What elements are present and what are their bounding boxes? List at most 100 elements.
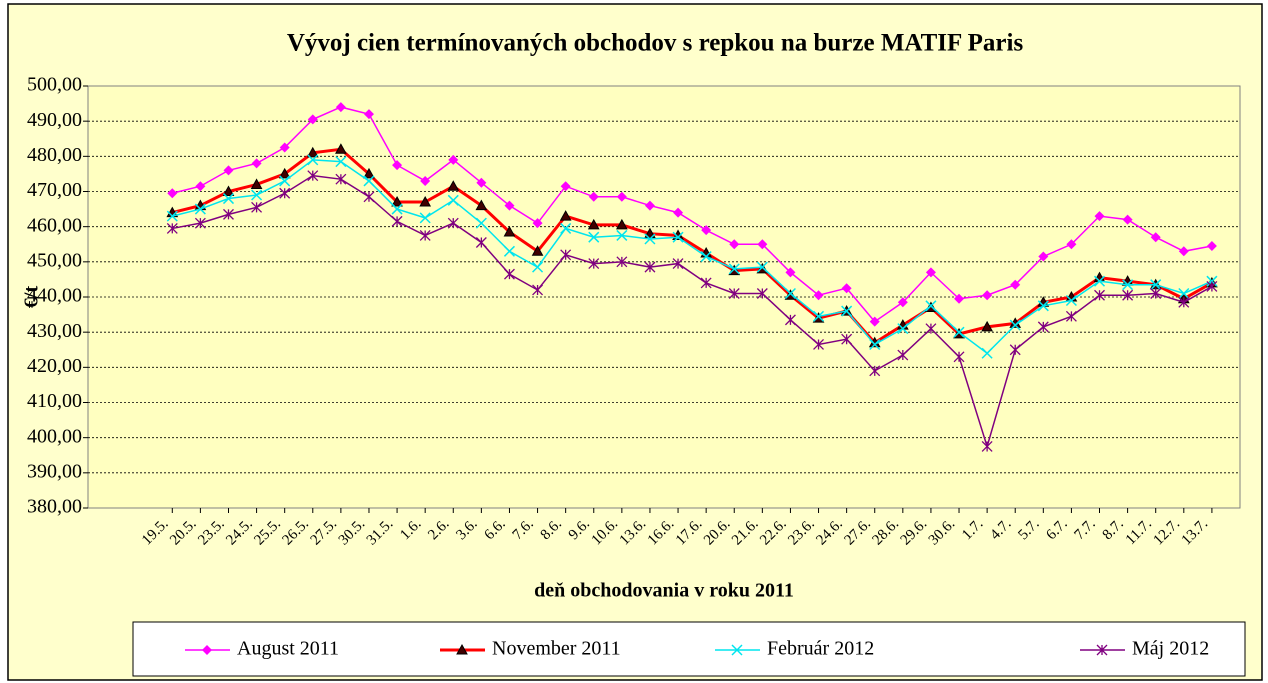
marker bbox=[1206, 275, 1218, 287]
marker bbox=[616, 256, 628, 268]
marker bbox=[644, 233, 656, 245]
marker bbox=[756, 261, 768, 273]
marker bbox=[475, 199, 488, 211]
marker bbox=[587, 218, 600, 230]
marker bbox=[222, 193, 235, 205]
legend-label: November 2011 bbox=[492, 638, 621, 660]
marker bbox=[672, 258, 684, 270]
marker bbox=[1066, 239, 1077, 250]
y-tick-label: 420,00 bbox=[27, 355, 82, 377]
x-axis-label: deň obchodovania v roku 2011 bbox=[534, 580, 794, 602]
marker bbox=[1009, 319, 1021, 331]
marker bbox=[616, 229, 628, 241]
marker bbox=[954, 293, 965, 304]
marker bbox=[420, 175, 431, 186]
marker bbox=[1178, 287, 1190, 300]
marker bbox=[166, 222, 178, 234]
marker bbox=[363, 109, 374, 120]
y-tick-label: 430,00 bbox=[27, 320, 82, 342]
marker bbox=[981, 440, 993, 452]
marker bbox=[813, 310, 825, 322]
marker bbox=[1094, 211, 1105, 222]
marker bbox=[1065, 294, 1077, 307]
marker bbox=[1065, 310, 1077, 322]
marker bbox=[1178, 296, 1190, 308]
marker bbox=[419, 196, 432, 207]
marker bbox=[194, 217, 206, 229]
marker bbox=[925, 267, 936, 278]
marker bbox=[448, 154, 459, 165]
marker bbox=[953, 351, 965, 363]
marker bbox=[784, 287, 796, 300]
marker bbox=[307, 154, 319, 166]
marker bbox=[701, 225, 712, 236]
y-tick-label: 460,00 bbox=[27, 214, 82, 236]
legend bbox=[132, 621, 1246, 677]
marker bbox=[1094, 289, 1105, 301]
marker bbox=[869, 316, 880, 327]
marker bbox=[1178, 246, 1189, 257]
marker bbox=[981, 320, 993, 332]
marker bbox=[841, 333, 853, 345]
marker bbox=[531, 245, 544, 256]
y-tick-label: 480,00 bbox=[27, 144, 82, 166]
marker bbox=[419, 229, 431, 241]
marker bbox=[166, 210, 178, 222]
marker bbox=[194, 203, 206, 215]
marker bbox=[981, 347, 993, 359]
marker bbox=[504, 200, 515, 211]
marker bbox=[841, 305, 853, 317]
marker bbox=[1009, 344, 1021, 356]
marker bbox=[897, 297, 908, 308]
y-tick-label: 450,00 bbox=[27, 249, 82, 271]
marker bbox=[1122, 279, 1134, 291]
marker bbox=[644, 200, 655, 211]
marker bbox=[223, 208, 234, 220]
marker bbox=[813, 339, 824, 350]
marker bbox=[503, 225, 516, 237]
marker bbox=[475, 217, 487, 229]
marker bbox=[925, 300, 937, 312]
marker bbox=[279, 175, 291, 187]
marker bbox=[700, 251, 712, 263]
marker bbox=[1122, 214, 1133, 225]
marker bbox=[476, 177, 487, 188]
marker bbox=[447, 194, 459, 206]
marker bbox=[588, 231, 600, 243]
marker bbox=[869, 365, 881, 377]
marker bbox=[447, 217, 459, 229]
marker bbox=[1038, 251, 1049, 262]
marker bbox=[307, 170, 319, 182]
marker bbox=[504, 268, 515, 280]
marker bbox=[335, 156, 347, 168]
marker bbox=[251, 158, 262, 169]
marker bbox=[1096, 644, 1108, 656]
marker bbox=[1122, 289, 1134, 301]
marker bbox=[757, 239, 768, 250]
marker bbox=[673, 207, 684, 218]
marker bbox=[391, 203, 403, 215]
y-tick-label: 380,00 bbox=[27, 496, 82, 518]
y-tick-label: 410,00 bbox=[27, 390, 82, 412]
marker bbox=[532, 261, 544, 273]
marker bbox=[869, 338, 881, 351]
y-tick-label: 500,00 bbox=[27, 74, 82, 96]
marker bbox=[897, 349, 909, 361]
marker bbox=[279, 142, 290, 153]
marker bbox=[560, 222, 572, 234]
marker bbox=[202, 645, 212, 655]
marker bbox=[391, 215, 403, 227]
marker bbox=[250, 178, 263, 189]
marker bbox=[1206, 280, 1218, 292]
marker bbox=[785, 267, 796, 278]
marker bbox=[391, 196, 403, 207]
marker bbox=[1150, 232, 1161, 243]
marker bbox=[278, 167, 291, 179]
marker bbox=[560, 181, 571, 192]
marker bbox=[644, 261, 656, 273]
marker bbox=[813, 290, 824, 301]
legend-label: Máj 2012 bbox=[1132, 638, 1209, 660]
marker bbox=[279, 187, 291, 199]
marker bbox=[841, 283, 852, 294]
marker bbox=[222, 185, 235, 196]
